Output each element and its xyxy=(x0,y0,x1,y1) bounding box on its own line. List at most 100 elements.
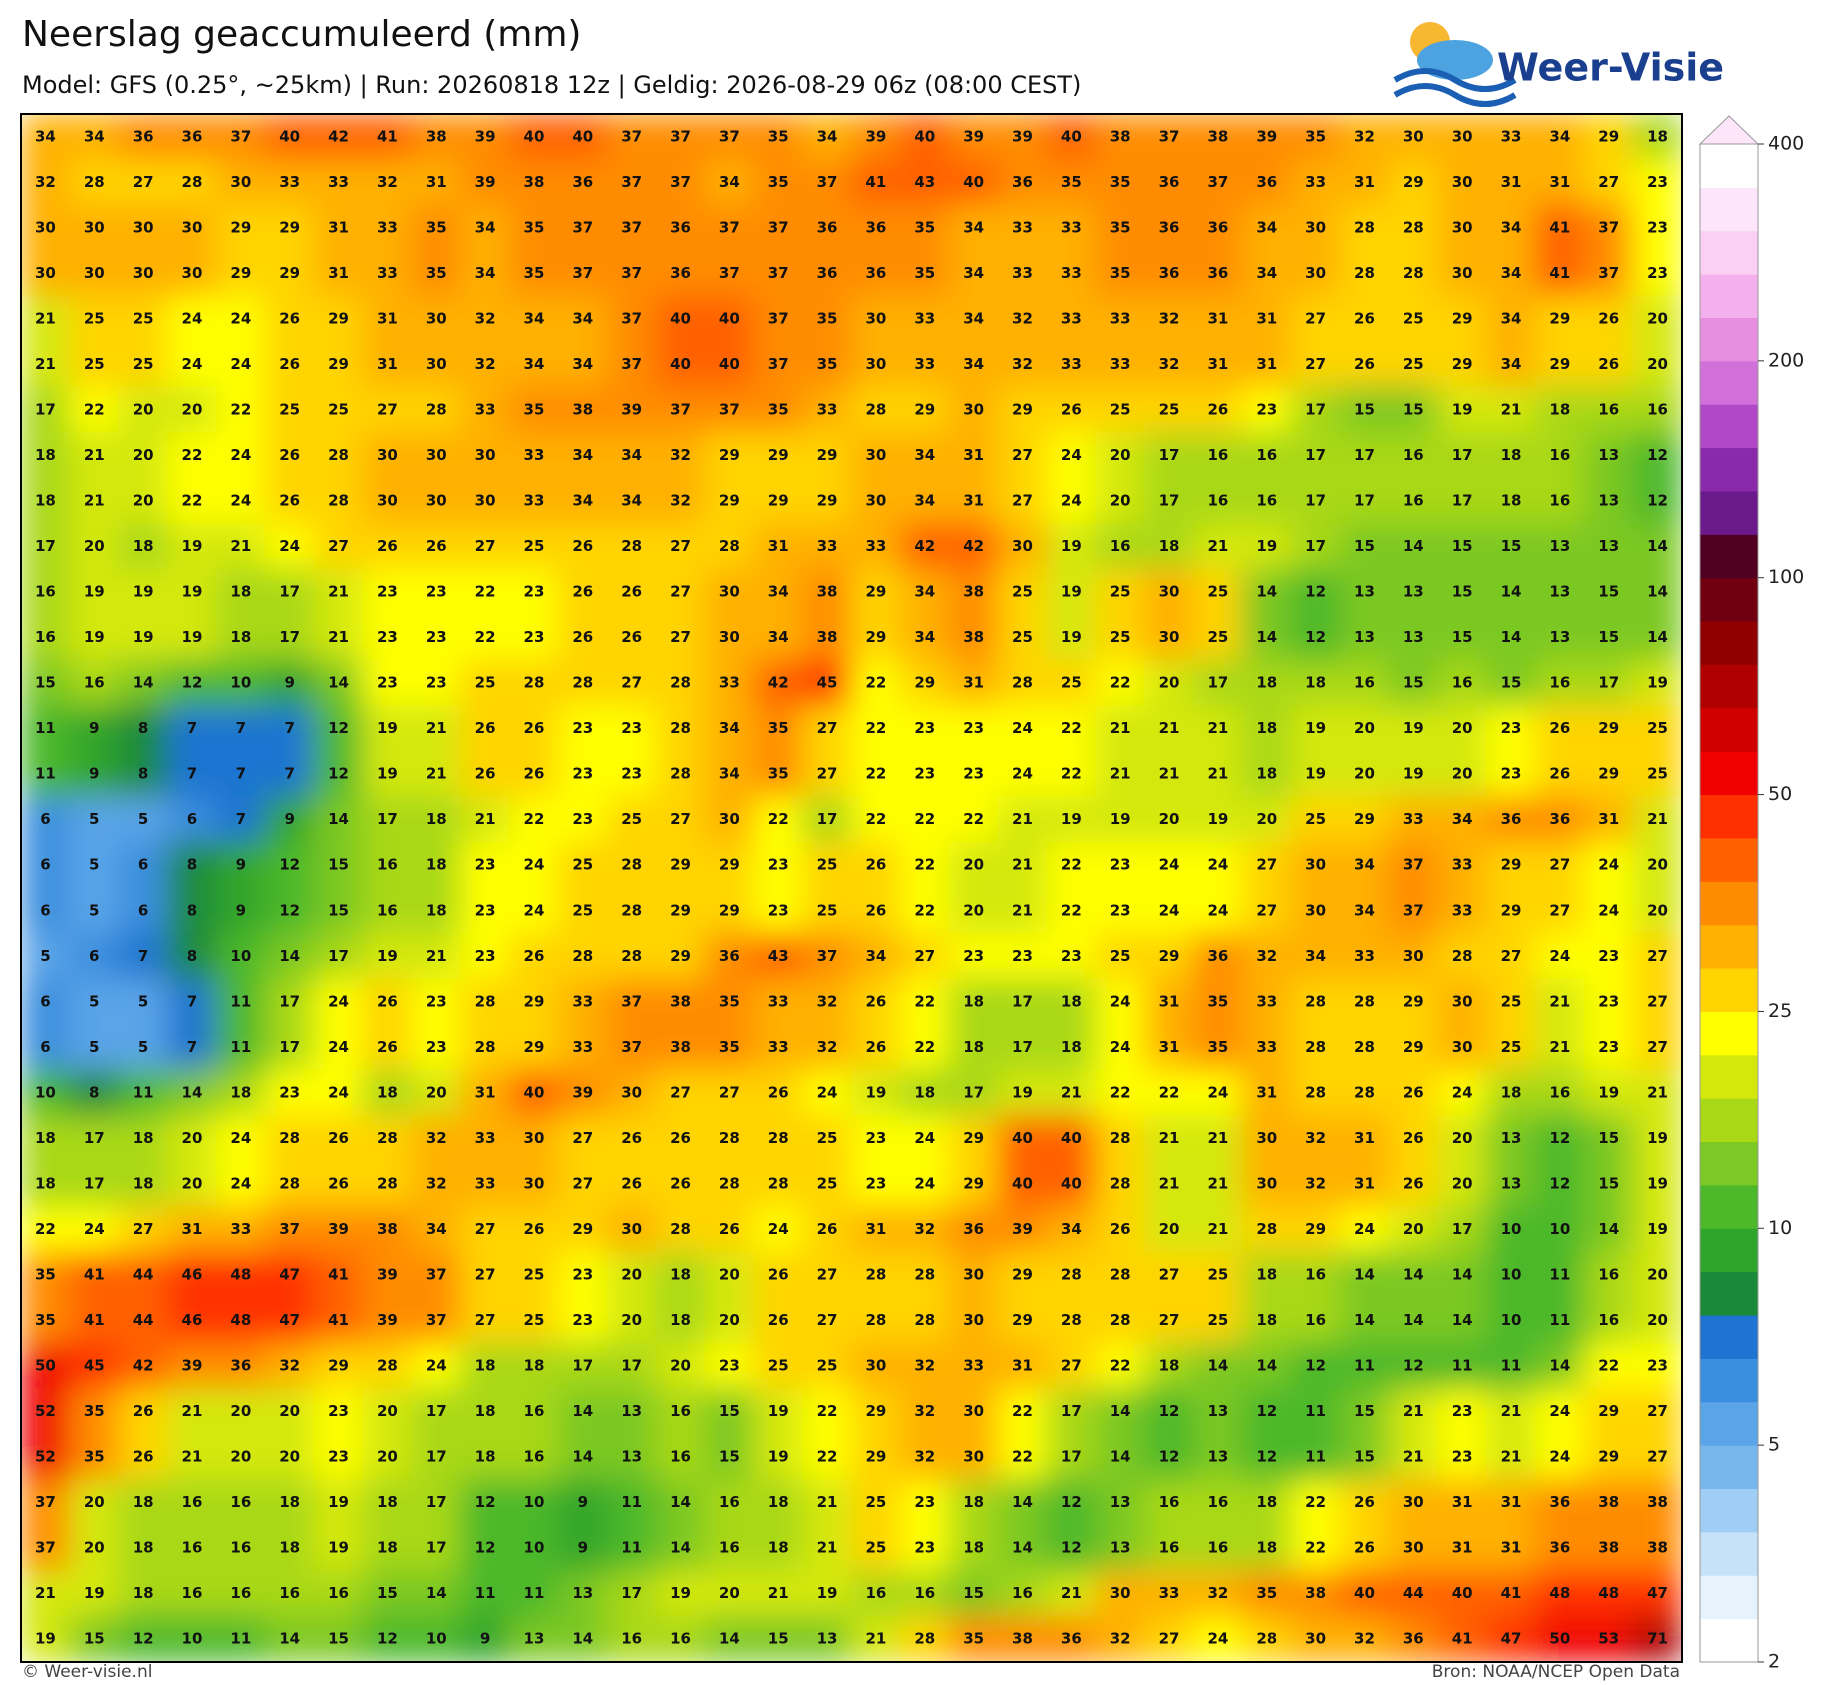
colorbar-band xyxy=(1700,187,1758,232)
cell xyxy=(655,159,706,206)
cell-value: 26 xyxy=(1354,1493,1375,1511)
cell-value: 12 xyxy=(1305,628,1326,646)
cell xyxy=(1632,1069,1682,1117)
cell xyxy=(1192,1115,1243,1162)
cell-value: 37 xyxy=(768,264,789,282)
cell xyxy=(1583,796,1634,843)
colorbar-band xyxy=(1700,1011,1758,1056)
cell-value: 36 xyxy=(133,127,154,145)
cell xyxy=(1144,978,1194,1026)
cell xyxy=(655,933,706,980)
cell-value: 16 xyxy=(1549,492,1570,510)
cell xyxy=(1046,1297,1097,1344)
cell xyxy=(1290,1297,1341,1344)
cell-value: 28 xyxy=(1256,1630,1277,1648)
cell xyxy=(1339,341,1390,388)
cell-value: 35 xyxy=(1256,1584,1277,1602)
cell-value: 15 xyxy=(1501,674,1522,692)
cell xyxy=(655,1251,706,1299)
cell-value: 25 xyxy=(1403,355,1424,373)
cell xyxy=(802,1342,852,1390)
cell-value: 30 xyxy=(1403,1493,1424,1511)
cell-value: 25 xyxy=(1501,1038,1522,1056)
cell xyxy=(411,1388,462,1435)
cell-value: 5 xyxy=(89,1038,99,1056)
cell xyxy=(802,477,852,525)
cell xyxy=(1437,750,1488,798)
cell-value: 71 xyxy=(1647,1630,1668,1648)
cell xyxy=(509,114,559,161)
cell xyxy=(1437,250,1488,297)
cell-value: 19 xyxy=(377,947,398,965)
cell xyxy=(1486,1297,1536,1344)
cell-value: 32 xyxy=(1305,1174,1326,1192)
cell xyxy=(264,1524,315,1572)
cell-value: 27 xyxy=(621,674,642,692)
cell xyxy=(411,159,462,206)
cell-value: 20 xyxy=(377,1402,398,1420)
cell-value: 13 xyxy=(524,1630,545,1648)
cell-value: 30 xyxy=(426,492,447,510)
cell-value: 30 xyxy=(865,492,886,510)
cell xyxy=(1241,295,1292,343)
cell-value: 16 xyxy=(1159,1539,1180,1557)
cell-value: 20 xyxy=(426,1083,447,1101)
cell-value: 21 xyxy=(1501,1402,1522,1420)
cell xyxy=(1095,1570,1146,1617)
cell xyxy=(1437,1615,1488,1662)
cell-value: 37 xyxy=(426,1266,447,1284)
cell-value: 35 xyxy=(719,992,740,1010)
cell xyxy=(704,1615,755,1662)
cell xyxy=(264,1206,315,1253)
cell xyxy=(1437,159,1488,206)
cell xyxy=(851,1615,901,1662)
cell-value: 14 xyxy=(1012,1539,1033,1557)
cell xyxy=(69,1160,120,1208)
logo-icon xyxy=(1393,22,1517,107)
cell xyxy=(1486,432,1536,479)
cell-value: 27 xyxy=(1159,1311,1180,1329)
cell xyxy=(851,250,901,297)
cell-value: 20 xyxy=(182,400,203,418)
cell xyxy=(1486,659,1536,707)
cell-value: 23 xyxy=(426,674,447,692)
cell xyxy=(1339,1570,1390,1617)
cell xyxy=(1632,705,1682,752)
cell-value: 21 xyxy=(35,1584,56,1602)
cell-value: 17 xyxy=(279,583,300,601)
cell xyxy=(557,978,608,1026)
cell xyxy=(215,386,266,434)
cell-value: 29 xyxy=(1012,1266,1033,1284)
cell xyxy=(557,114,608,161)
cell-value: 34 xyxy=(914,583,935,601)
colorbar-band xyxy=(1700,1488,1758,1533)
cell-value: 19 xyxy=(1647,1220,1668,1238)
colorbar-band xyxy=(1700,1271,1758,1316)
cell-value: 26 xyxy=(133,1448,154,1466)
cell-value: 36 xyxy=(1207,264,1228,282)
cell xyxy=(1339,1433,1390,1481)
cell-value: 27 xyxy=(475,1311,496,1329)
cell-value: 11 xyxy=(230,1630,251,1648)
cell xyxy=(460,1342,511,1390)
cell-value: 28 xyxy=(1305,992,1326,1010)
cell xyxy=(118,1570,169,1617)
cell-value: 23 xyxy=(865,1129,886,1147)
cell-value: 44 xyxy=(1403,1584,1424,1602)
cell-value: 39 xyxy=(182,1357,203,1375)
cell-value: 38 xyxy=(1598,1493,1619,1511)
cell-value: 5 xyxy=(89,992,99,1010)
cell xyxy=(606,614,657,661)
cell xyxy=(655,1388,706,1435)
cell xyxy=(704,887,755,935)
cell xyxy=(1241,432,1292,479)
cell xyxy=(215,341,266,388)
cell xyxy=(313,796,364,843)
cell xyxy=(1486,1342,1536,1390)
cell-value: 26 xyxy=(1354,309,1375,327)
cell xyxy=(1534,432,1585,479)
cell-value: 23 xyxy=(768,901,789,919)
cell xyxy=(1339,659,1390,707)
cell-value: 19 xyxy=(84,583,105,601)
